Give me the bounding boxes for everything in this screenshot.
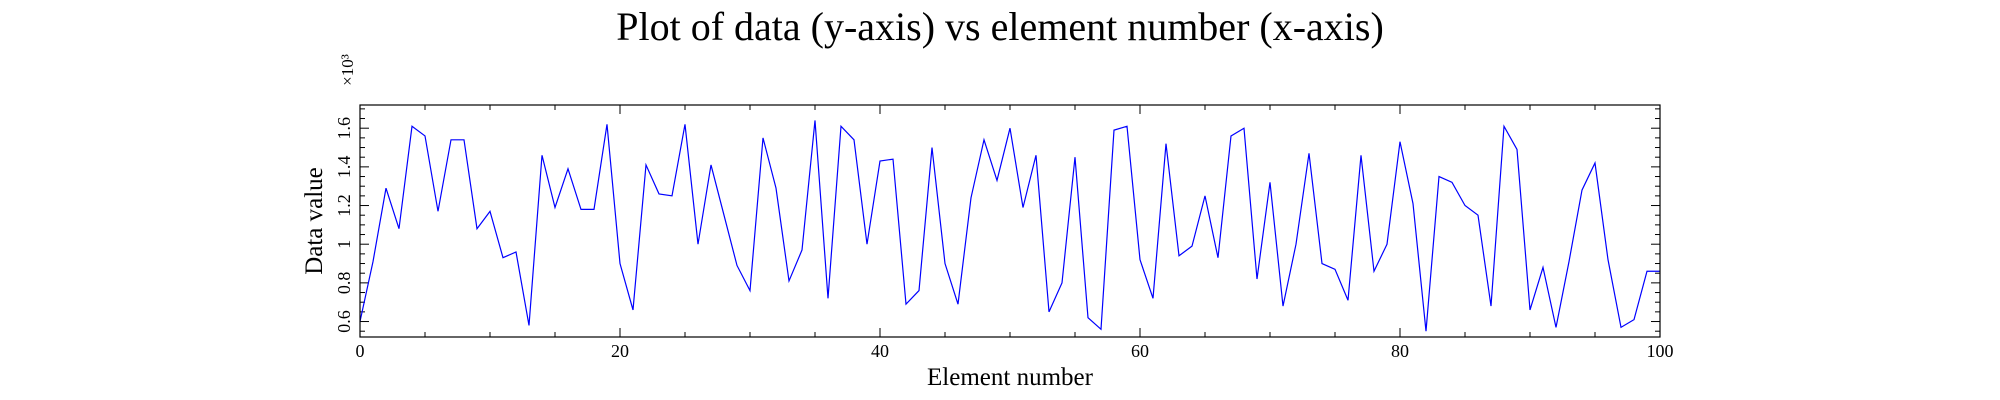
y-axis-label: Data value [301,167,328,275]
x-tick-label: 20 [611,341,629,361]
y-tick-label: 0.8 [334,272,354,295]
y-axis-ticks [360,108,1660,332]
x-axis-tick-labels: 0 20 40 60 80 100 [356,341,1674,361]
x-tick-label: 40 [871,341,889,361]
x-tick-label: 100 [1647,341,1674,361]
y-axis-tick-labels: 0.6 0.8 1 1.2 1.4 1.6 [334,117,354,333]
y-tick-label: 0.6 [334,310,354,333]
y-tick-label: 1.2 [334,194,354,217]
y-tick-label: 1.4 [334,156,354,179]
x-tick-label: 60 [1131,341,1149,361]
chart-title: Plot of data (y-axis) vs element number … [616,4,1384,49]
series-line [359,120,1660,332]
x-tick-label: 0 [356,341,365,361]
x-axis-ticks [359,105,1661,337]
x-tick-label: 80 [1391,341,1409,361]
y-axis-multiplier: ×10³ [338,54,357,86]
y-tick-label: 1 [334,240,354,249]
y-tick-label: 1.6 [334,117,354,140]
x-axis-label: Element number [927,364,1094,391]
plot-frame [359,104,1661,338]
